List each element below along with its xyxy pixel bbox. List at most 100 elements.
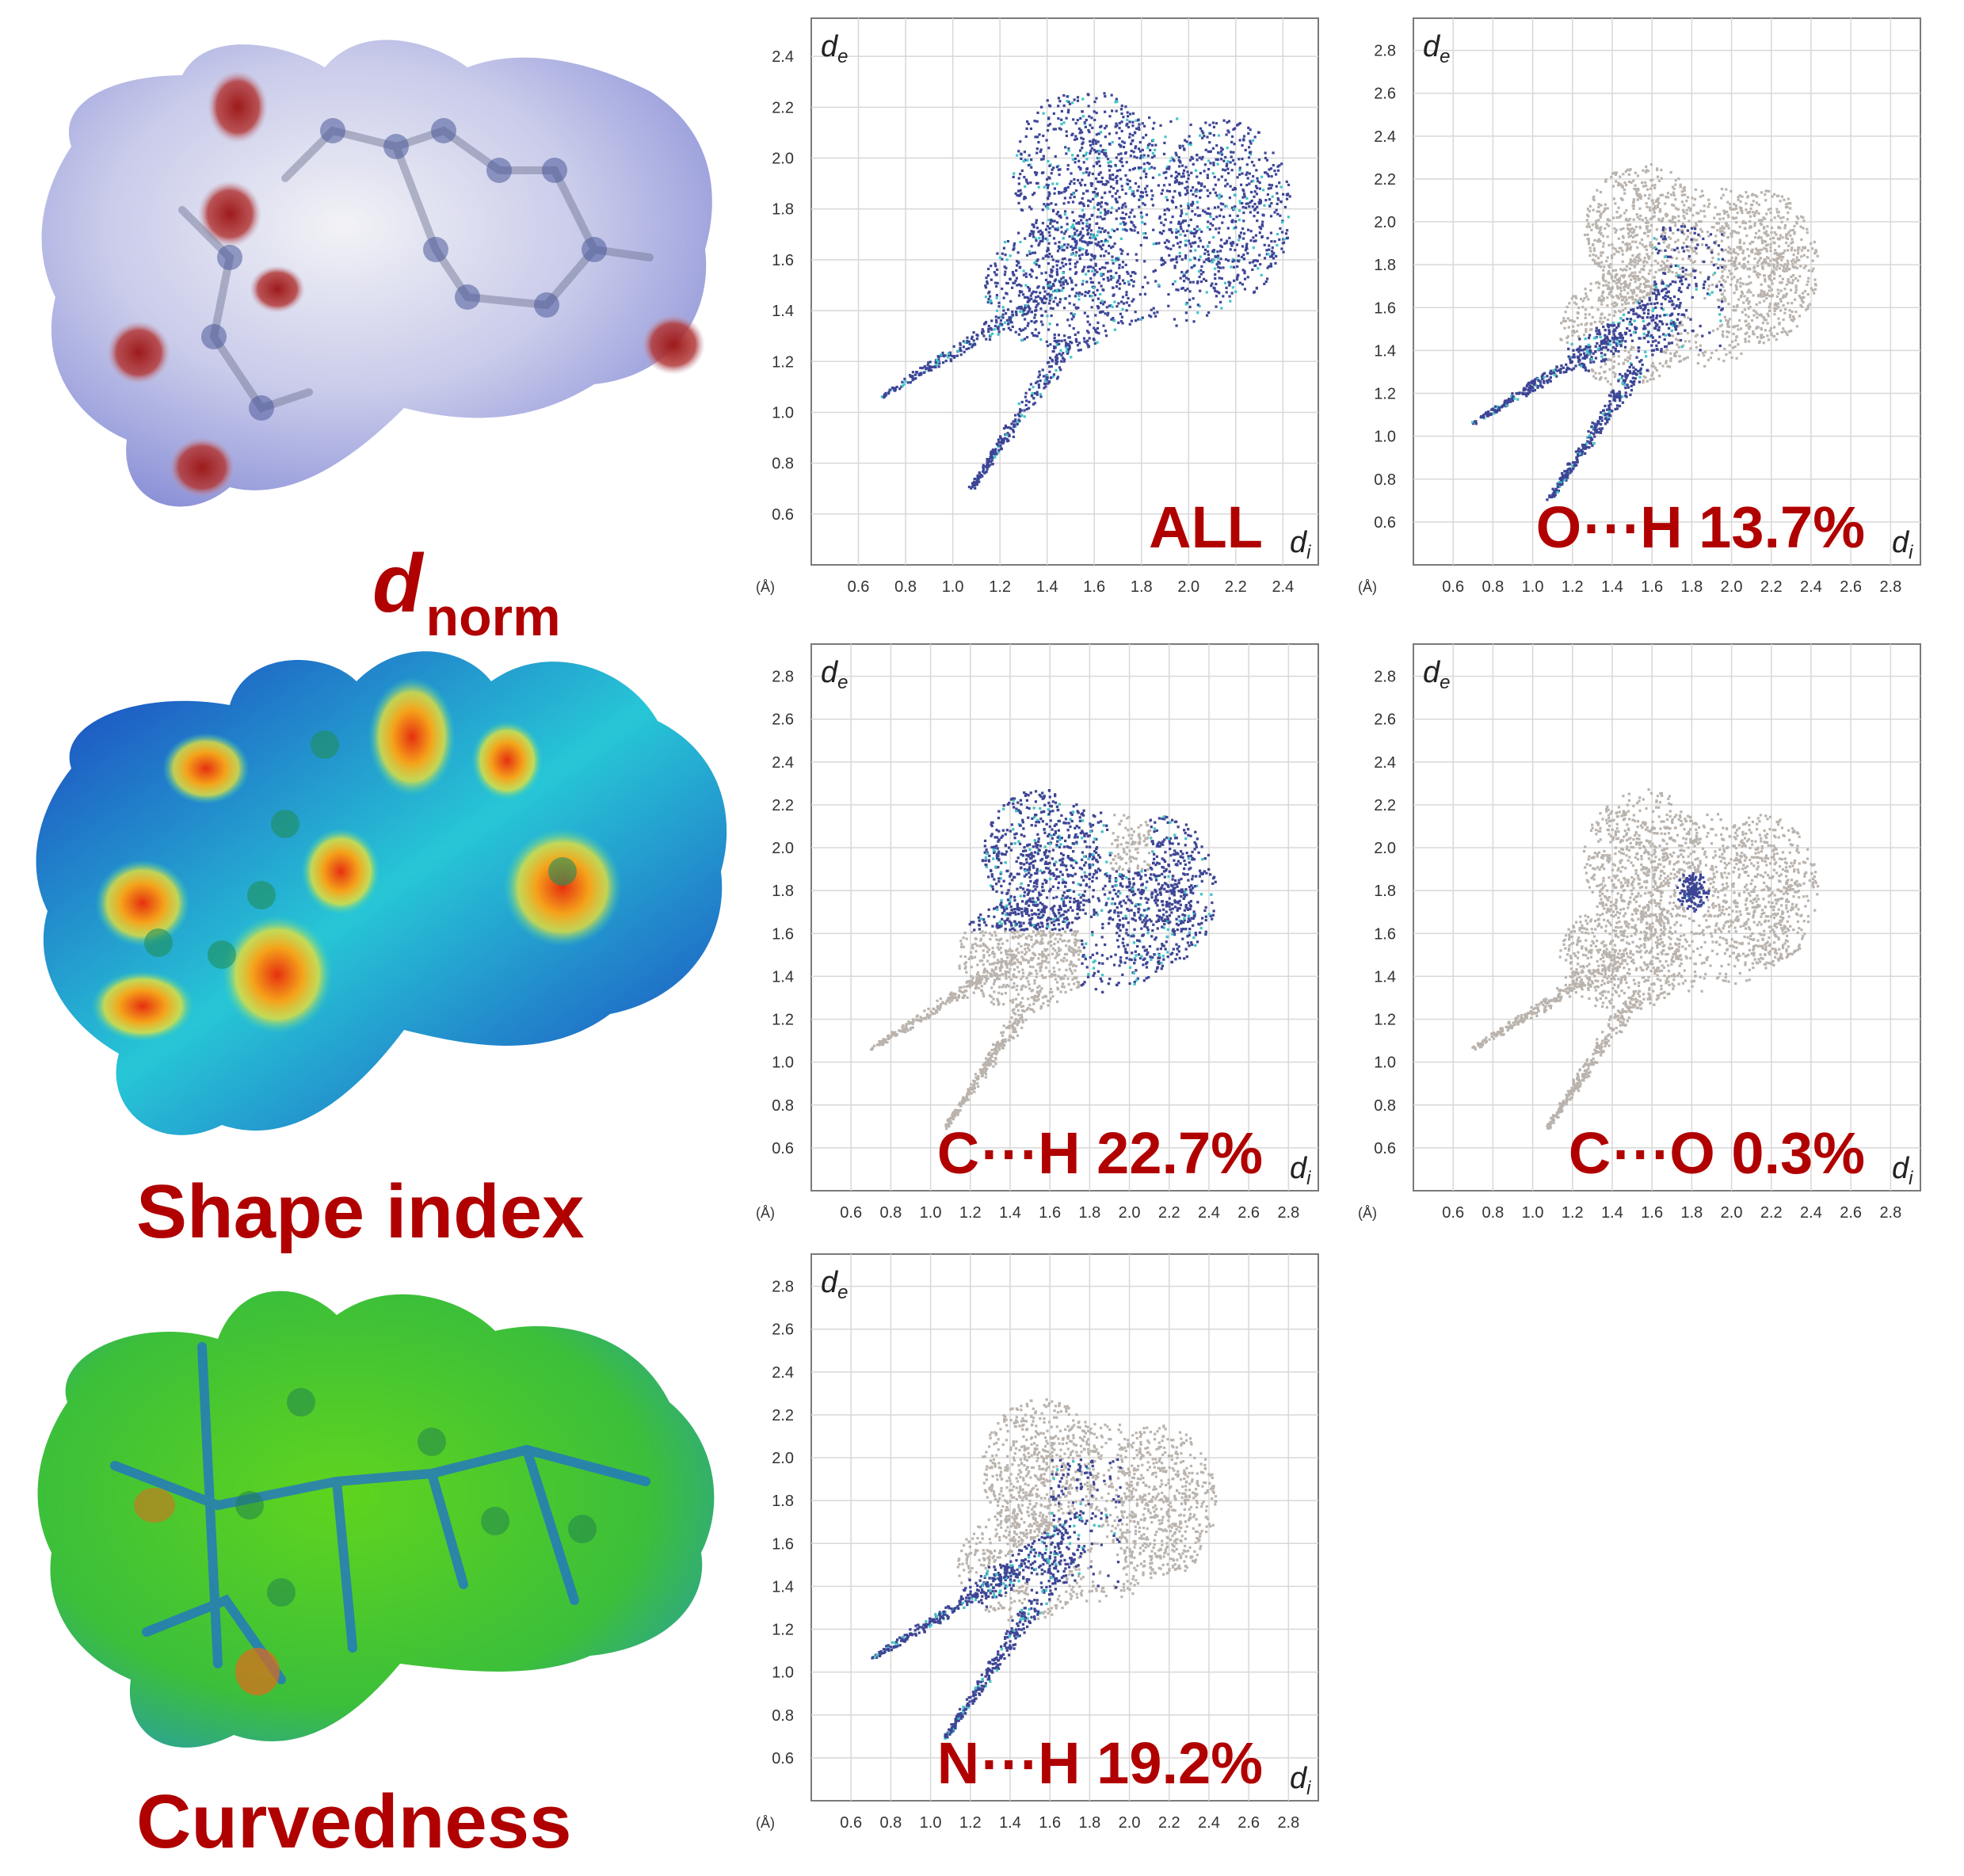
highlight-point [1058,339,1061,342]
highlight-point [1121,307,1124,311]
highlight-point [1032,397,1035,400]
highlight-point [1199,214,1202,217]
background-point [1645,170,1648,173]
background-point [1665,361,1668,364]
background-point [1633,265,1636,269]
background-point [1683,275,1686,278]
x-tick-label: 1.0 [1522,578,1544,596]
highlight-point [1169,247,1173,250]
highlight-point [1020,192,1023,195]
highlight-point [1068,234,1071,238]
highlight-point [1054,203,1058,206]
background-point [1749,207,1752,211]
highlight-point [1063,190,1066,193]
background-point [1806,307,1810,311]
background-point [1802,216,1805,219]
highlight-point [1071,248,1074,251]
highlight-point [1050,202,1053,205]
highlight-point [1153,121,1156,124]
background-point [1653,367,1657,370]
highlight-point [1203,170,1206,173]
background-point [1634,240,1638,243]
highlight-point [1141,316,1144,319]
highlight-point [1121,217,1125,220]
background-point [1672,231,1675,234]
highlight-point [929,365,932,368]
highlight-point [1163,208,1166,212]
background-point [1674,240,1677,244]
background-point [1642,296,1646,299]
background-point [1613,301,1616,304]
highlight-point [1082,213,1086,216]
highlight-point [1275,254,1278,258]
highlight-point [949,360,953,363]
x-tick-label: 1.6 [1083,578,1105,596]
background-point [1794,311,1798,314]
highlight-point [1051,258,1054,261]
highlight-point [1068,182,1072,185]
highlight-point [1045,340,1048,343]
highlight-point [1119,216,1123,219]
highlight-point [1124,105,1127,109]
highlight-point [1034,381,1038,384]
background-point [1613,310,1616,313]
highlight-point [1197,270,1201,273]
highlight-point [1023,195,1026,199]
background-point [1632,346,1635,349]
background-point [1649,291,1653,294]
highlight-point [1029,181,1032,185]
background-point [1664,213,1668,216]
highlight-point [1018,414,1021,418]
background-point [1768,329,1771,333]
background-point [1700,189,1703,193]
highlight-point [1052,349,1055,353]
highlight-point [1225,133,1228,136]
highlight-point [1096,234,1099,237]
background-point [1711,283,1714,287]
background-point [1721,274,1724,278]
background-point [1597,205,1600,209]
background-point [1670,248,1673,251]
background-point [1644,231,1647,234]
background-point [1676,208,1680,211]
highlight-point [1099,211,1102,215]
background-point [1655,368,1658,372]
highlight-point [1177,220,1180,223]
highlight-point [1097,332,1100,335]
highlight-point [1048,234,1051,237]
highlight-point [1066,282,1070,285]
highlight-point [1226,239,1229,242]
background-point [1676,338,1680,342]
highlight-point [1198,275,1201,279]
highlight-point [1059,284,1062,287]
highlight-point [1023,296,1027,299]
background-point [1622,298,1625,302]
highlight-point [1009,427,1013,430]
background-point [1768,274,1771,278]
background-point [1651,246,1655,250]
highlight-point [1046,238,1049,242]
highlight-point [1191,200,1195,204]
background-point [1630,181,1633,185]
highlight-point [1196,225,1199,228]
highlight-point [987,298,990,301]
background-point [1786,205,1789,209]
highlight-point [1093,190,1096,194]
highlight-point [1039,148,1043,151]
highlight-point [1048,252,1051,256]
background-point [1752,309,1756,312]
background-point [1700,230,1704,233]
highlight-point [1096,270,1099,274]
highlight-point [1036,380,1039,383]
background-point [1614,276,1617,279]
highlight-point [1062,202,1066,205]
highlight-point [1192,193,1195,196]
background-point [1664,202,1667,205]
background-point [1601,292,1604,295]
background-point [1785,267,1788,271]
background-point [1617,297,1620,300]
background-point [1680,200,1684,204]
background-point [1724,280,1727,284]
highlight-point [972,339,975,342]
background-point [1649,241,1652,244]
